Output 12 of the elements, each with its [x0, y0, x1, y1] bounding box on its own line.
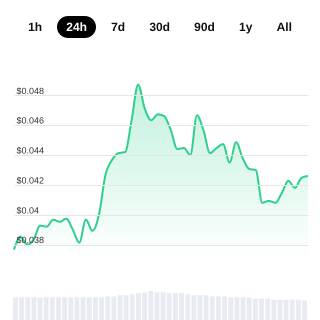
text: 24h — [57, 16, 96, 38]
text: 1y — [238, 19, 254, 36]
y-tick-label: $0.042 — [16, 175, 44, 186]
text: All — [276, 19, 293, 36]
text: 90d — [193, 19, 216, 36]
text: 7d — [110, 19, 126, 36]
y-tick-label: $0.048 — [16, 86, 44, 96]
y-tick-label: $0.044 — [16, 146, 44, 156]
y-tick-label: $0.04 — [16, 205, 40, 216]
text: 30d — [148, 19, 171, 36]
y-tick-label: $0.046 — [16, 116, 44, 126]
text: 1h — [27, 19, 44, 36]
